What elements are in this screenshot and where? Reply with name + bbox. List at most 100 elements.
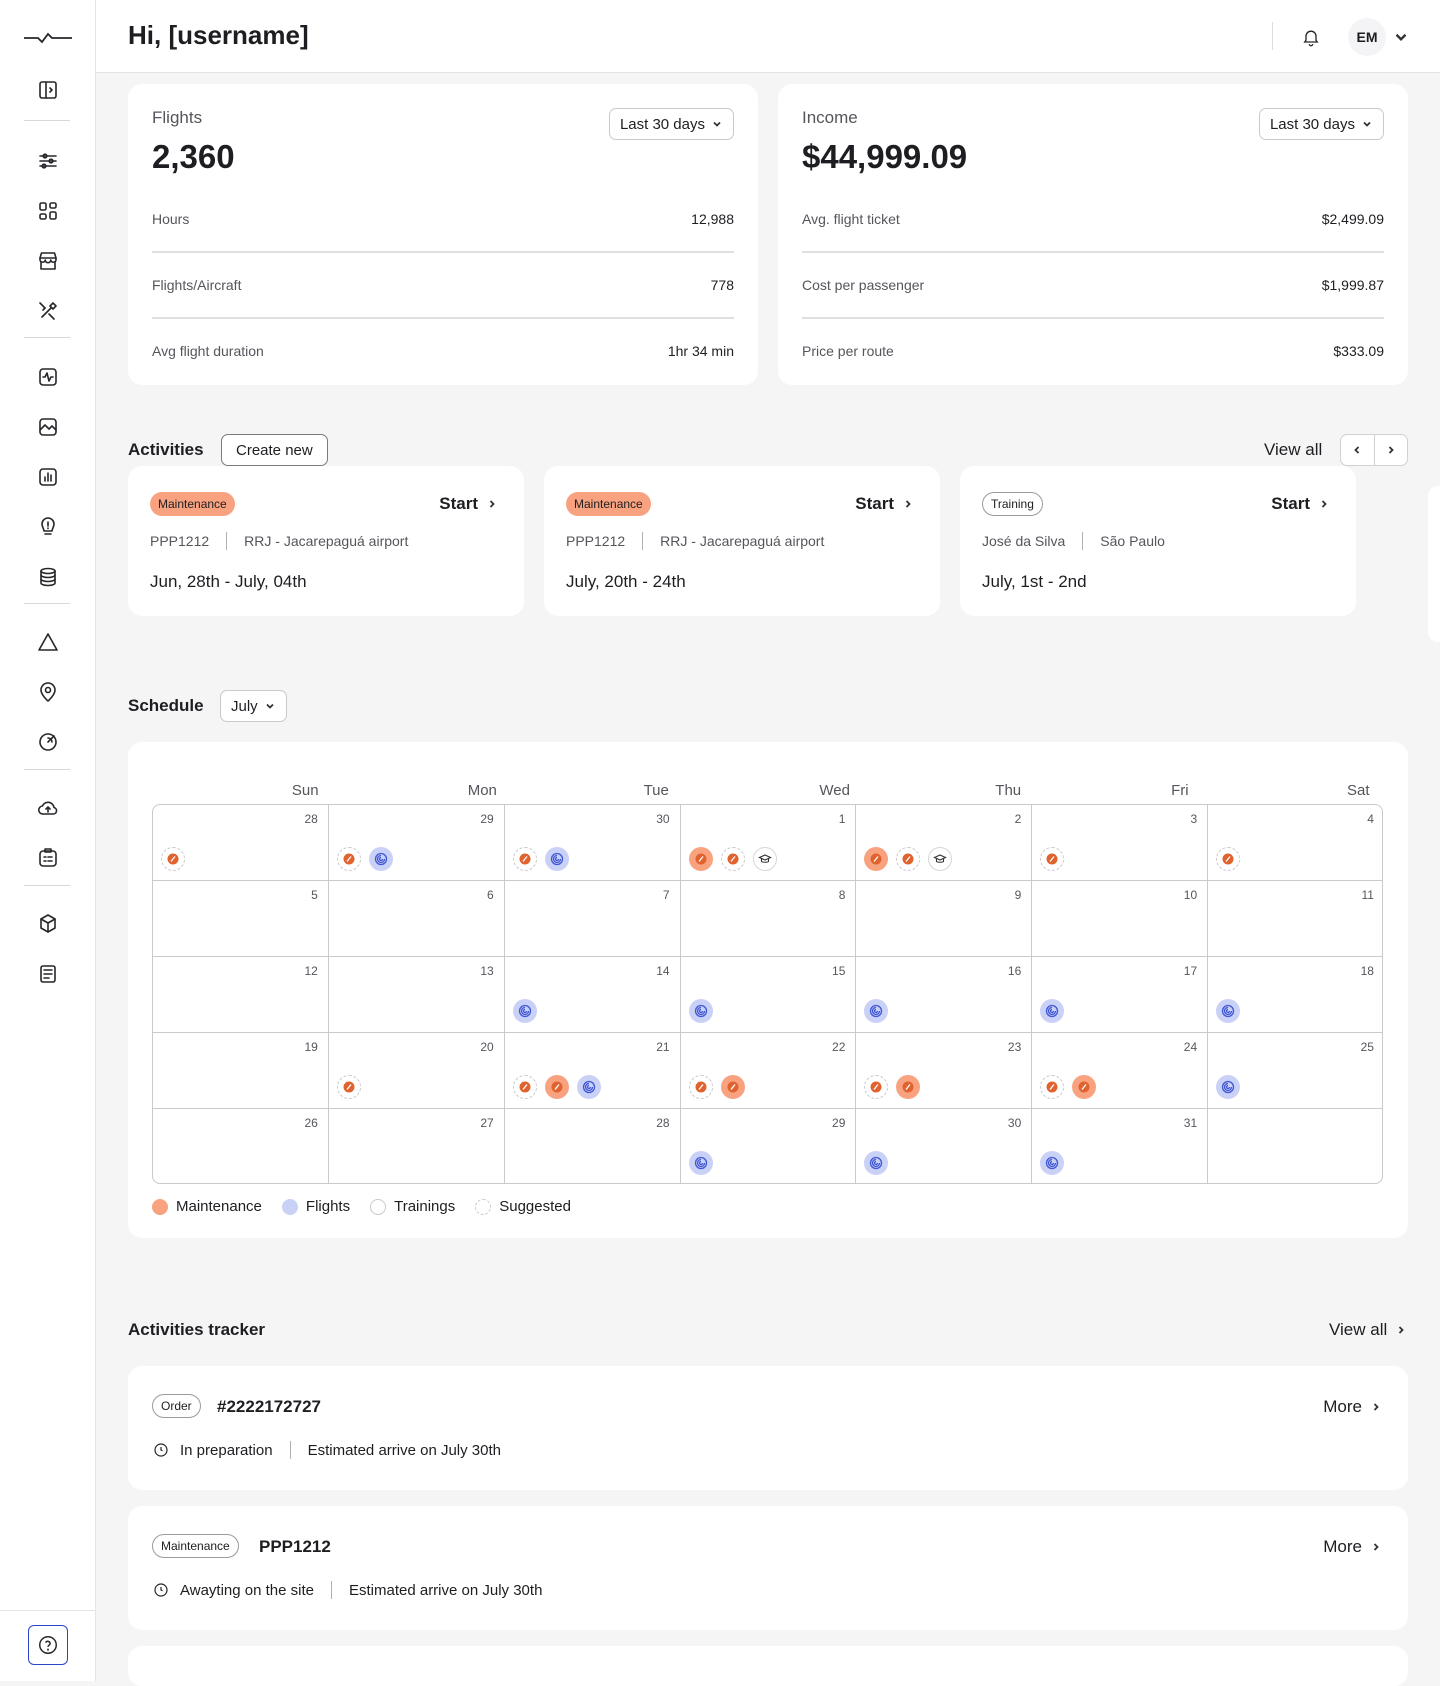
suggested-event[interactable] — [1040, 847, 1065, 871]
calendar-day[interactable]: 1 — [680, 805, 857, 881]
flight-event[interactable] — [688, 1151, 713, 1175]
maintenance-event[interactable] — [1072, 1075, 1097, 1099]
calendar-day[interactable]: 17 — [1032, 957, 1209, 1033]
calendar-day[interactable]: 22 — [680, 1033, 857, 1109]
calendar-day[interactable]: 2 — [856, 805, 1033, 881]
flight-event[interactable] — [576, 1075, 601, 1099]
maintenance-event[interactable] — [688, 847, 713, 871]
sidebar-item-activity[interactable] — [30, 359, 66, 395]
activity-card[interactable]: Maintenance Start PPP1212 RRJ - Jacarepaguá… — [544, 466, 940, 616]
sidebar-item-tools[interactable] — [30, 293, 66, 329]
calendar-day[interactable]: 29 — [328, 805, 505, 881]
start-button[interactable]: Start — [1271, 494, 1330, 514]
start-button[interactable]: Start — [439, 494, 498, 514]
suggested-event[interactable] — [864, 1075, 889, 1099]
calendar-day[interactable]: 15 — [680, 957, 857, 1033]
activity-card[interactable]: Maintenance Start PPP1212 RRJ - Jacarepaguá… — [128, 466, 524, 616]
suggested-event[interactable] — [336, 847, 361, 871]
sidebar-item-grid[interactable] — [30, 193, 66, 229]
more-button[interactable]: More — [1323, 1397, 1382, 1417]
sidebar-item-cloud-upload[interactable] — [30, 790, 66, 826]
suggested-event[interactable] — [1216, 847, 1241, 871]
calendar-day[interactable]: 29 — [681, 1109, 857, 1183]
calendar-day[interactable]: 26 — [153, 1109, 329, 1183]
training-event[interactable] — [752, 847, 777, 871]
flight-event[interactable] — [368, 847, 393, 871]
calendar-day[interactable]: 19 — [153, 1033, 329, 1109]
flight-event[interactable] — [1040, 999, 1065, 1023]
flight-event[interactable] — [512, 999, 537, 1023]
sidebar-item-panel-toggle[interactable] — [30, 72, 66, 108]
chevron-down-icon[interactable] — [1392, 28, 1410, 46]
calendar-day[interactable]: 11 — [1208, 881, 1382, 957]
maintenance-event[interactable] — [896, 1075, 921, 1099]
suggested-event[interactable] — [1040, 1075, 1065, 1099]
sidebar-item-alert-pin[interactable] — [30, 509, 66, 545]
calendar-day[interactable]: 10 — [1032, 881, 1209, 957]
flight-event[interactable] — [544, 847, 569, 871]
sidebar-item-sliders[interactable] — [30, 143, 66, 179]
calendar-day[interactable]: 30 — [504, 805, 681, 881]
suggested-event[interactable] — [161, 847, 185, 871]
calendar-day[interactable]: 18 — [1208, 957, 1382, 1033]
calendar-day[interactable]: 4 — [1208, 805, 1382, 881]
sidebar-item-clipboard-list[interactable] — [30, 840, 66, 876]
calendar-day[interactable]: 8 — [680, 881, 857, 957]
create-new-button[interactable]: Create new — [221, 434, 328, 466]
calendar-day[interactable]: 14 — [504, 957, 681, 1033]
calendar-day[interactable]: 12 — [153, 957, 329, 1033]
avatar[interactable]: EM — [1348, 18, 1386, 56]
calendar-day[interactable]: 20 — [328, 1033, 505, 1109]
calendar-day[interactable]: 30 — [856, 1109, 1033, 1183]
month-select[interactable]: July — [220, 690, 287, 722]
sidebar-item-radar[interactable] — [30, 724, 66, 760]
maintenance-event[interactable] — [864, 847, 889, 871]
calendar-day[interactable]: 5 — [153, 881, 329, 957]
calendar-day[interactable]: 25 — [1208, 1033, 1382, 1109]
sidebar-item-store[interactable] — [30, 243, 66, 279]
income-range-select[interactable]: Last 30 days — [1258, 108, 1384, 140]
calendar-day[interactable]: 27 — [329, 1109, 505, 1183]
tracker-view-all-link[interactable]: View all — [1329, 1320, 1407, 1340]
suggested-event[interactable] — [688, 1075, 713, 1099]
calendar-day[interactable] — [1208, 1109, 1382, 1183]
calendar-day[interactable]: 21 — [504, 1033, 681, 1109]
suggested-event[interactable] — [336, 1075, 361, 1099]
flight-event[interactable] — [1216, 1075, 1241, 1099]
sidebar-item-warning-triangle[interactable] — [30, 624, 66, 660]
sidebar-item-document-list[interactable] — [30, 956, 66, 992]
calendar-day[interactable]: 7 — [504, 881, 681, 957]
calendar-day[interactable]: 24 — [1032, 1033, 1209, 1109]
activity-card[interactable]: Training Start José da Silva São Paulo July,… — [960, 466, 1356, 616]
help-button[interactable] — [28, 1625, 68, 1665]
suggested-event[interactable] — [512, 847, 537, 871]
calendar-day[interactable]: 23 — [856, 1033, 1033, 1109]
flight-event[interactable] — [1216, 999, 1241, 1023]
maintenance-event[interactable] — [544, 1075, 569, 1099]
sidebar-item-box[interactable] — [30, 906, 66, 942]
calendar-day[interactable]: 28 — [505, 1109, 681, 1183]
prev-button[interactable] — [1341, 435, 1375, 465]
flight-event[interactable] — [1040, 1151, 1065, 1175]
suggested-event[interactable] — [896, 847, 921, 871]
sidebar-item-location-pin[interactable] — [30, 674, 66, 710]
calendar-day[interactable]: 6 — [328, 881, 505, 957]
more-button[interactable]: More — [1323, 1537, 1382, 1557]
calendar-day[interactable]: 16 — [856, 957, 1033, 1033]
next-button[interactable] — [1375, 435, 1408, 465]
sidebar-item-bar-chart[interactable] — [30, 459, 66, 495]
flights-range-select[interactable]: Last 30 days — [608, 108, 734, 140]
maintenance-event[interactable] — [720, 1075, 745, 1099]
start-button[interactable]: Start — [855, 494, 914, 514]
calendar-day[interactable]: 31 — [1032, 1109, 1209, 1183]
training-event[interactable] — [928, 847, 953, 871]
calendar-day[interactable]: 28 — [153, 805, 329, 881]
calendar-day[interactable]: 13 — [328, 957, 505, 1033]
suggested-event[interactable] — [720, 847, 745, 871]
flight-event[interactable] — [864, 1151, 889, 1175]
activities-view-all-link[interactable]: View all — [1264, 440, 1322, 460]
calendar-day[interactable]: 9 — [856, 881, 1033, 957]
flight-event[interactable] — [688, 999, 713, 1023]
calendar-day[interactable]: 3 — [1032, 805, 1209, 881]
sidebar-item-image[interactable] — [30, 409, 66, 445]
